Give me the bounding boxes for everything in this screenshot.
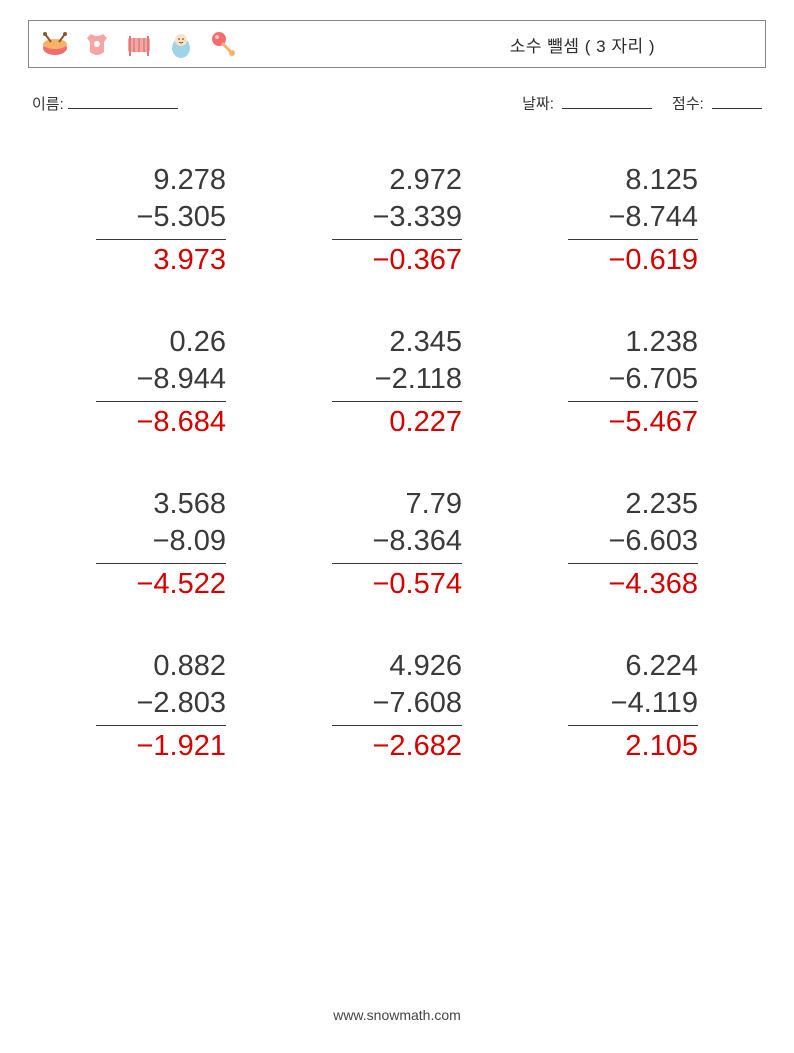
answer: 2.105 (568, 728, 698, 766)
minuend: 0.26 (96, 324, 226, 362)
minuend: 2.235 (568, 486, 698, 524)
subtrahend: −8.09 (96, 523, 226, 564)
problem: 3.568−8.09−4.522 (96, 486, 226, 604)
drum-icon (39, 28, 71, 60)
answer: −0.574 (332, 566, 462, 604)
subtrahend: −8.744 (568, 199, 698, 240)
score-blank (712, 92, 762, 109)
minuend: 0.882 (96, 648, 226, 686)
problem: 4.926−7.608−2.682 (332, 648, 462, 766)
name-field: 이름: (32, 92, 178, 114)
problem: 2.345−2.1180.227 (332, 324, 462, 442)
minuend: 2.345 (332, 324, 462, 362)
problem: 8.125−8.744−0.619 (568, 162, 698, 280)
answer: −8.684 (96, 404, 226, 442)
subtrahend: −2.803 (96, 685, 226, 726)
subtrahend: −3.339 (332, 199, 462, 240)
answer: −2.682 (332, 728, 462, 766)
name-label: 이름: (32, 93, 64, 114)
baby-icon (165, 28, 197, 60)
minuend: 2.972 (332, 162, 462, 200)
problem: 0.882−2.803−1.921 (96, 648, 226, 766)
date-blank (562, 92, 652, 109)
minuend: 1.238 (568, 324, 698, 362)
answer: 0.227 (332, 404, 462, 442)
date-label: 날짜: (522, 96, 554, 113)
answer: −5.467 (568, 404, 698, 442)
header-icons (39, 28, 239, 60)
subtrahend: −6.705 (568, 361, 698, 402)
minuend: 9.278 (96, 162, 226, 200)
subtrahend: −7.608 (332, 685, 462, 726)
subtrahend: −4.119 (568, 685, 698, 726)
footer-text: www.snowmath.com (333, 1007, 461, 1023)
score-label: 점수: (672, 96, 704, 113)
subtrahend: −5.305 (96, 199, 226, 240)
rattle-icon (207, 28, 239, 60)
footer: www.snowmath.com (0, 1007, 794, 1023)
worksheet-title: 소수 뺄셈 ( 3 자리 ) (510, 32, 655, 57)
minuend: 7.79 (332, 486, 462, 524)
minuend: 3.568 (96, 486, 226, 524)
problem: 2.972−3.339−0.367 (332, 162, 462, 280)
crib-icon (123, 28, 155, 60)
info-row: 이름: 날짜: 점수: (28, 92, 766, 114)
onesie-icon (81, 28, 113, 60)
problem: 0.26−8.944−8.684 (96, 324, 226, 442)
score-field: 점수: (672, 92, 762, 114)
answer: −0.619 (568, 242, 698, 280)
problem: 2.235−6.603−4.368 (568, 486, 698, 604)
subtrahend: −8.944 (96, 361, 226, 402)
problem: 7.79−8.364−0.574 (332, 486, 462, 604)
problems-grid: 9.278−5.3053.9732.972−3.339−0.3678.125−8… (28, 162, 766, 766)
minuend: 8.125 (568, 162, 698, 200)
answer: −1.921 (96, 728, 226, 766)
date-field: 날짜: (522, 92, 652, 114)
name-blank (68, 92, 178, 109)
problem: 6.224−4.1192.105 (568, 648, 698, 766)
answer: −0.367 (332, 242, 462, 280)
header-box: 소수 뺄셈 ( 3 자리 ) (28, 20, 766, 68)
minuend: 4.926 (332, 648, 462, 686)
answer: −4.368 (568, 566, 698, 604)
answer: −4.522 (96, 566, 226, 604)
subtrahend: −6.603 (568, 523, 698, 564)
problem: 1.238−6.705−5.467 (568, 324, 698, 442)
subtrahend: −2.118 (332, 361, 462, 402)
problem: 9.278−5.3053.973 (96, 162, 226, 280)
worksheet-page: 소수 뺄셈 ( 3 자리 ) 이름: 날짜: 점수: 9.278−5.3053.… (0, 0, 794, 766)
minuend: 6.224 (568, 648, 698, 686)
answer: 3.973 (96, 242, 226, 280)
subtrahend: −8.364 (332, 523, 462, 564)
